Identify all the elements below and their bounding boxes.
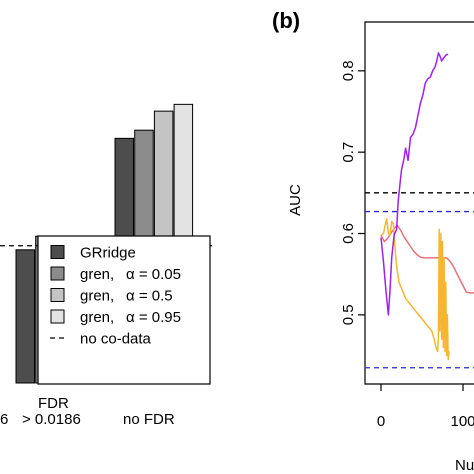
- category-labels: 6 FDR> 0.0186 no FDR: [0, 395, 175, 428]
- y-tick-label: 0.8: [340, 60, 357, 81]
- x-tick-label: 0: [377, 413, 385, 430]
- series-line: [380, 218, 450, 361]
- legend-alpha-label: α = 0.95: [126, 309, 181, 326]
- category-tick-label: 6: [0, 411, 8, 428]
- legend-alpha-label: α = 0.05: [126, 266, 181, 283]
- legend-swatch: [50, 266, 65, 281]
- y-axis-label: AUC: [287, 184, 304, 216]
- line-chart-panel: (b) AUC Nu 0.5 0.6 0.7 0.8 0 100: [272, 8, 474, 474]
- legend-label: gren,: [80, 266, 114, 283]
- x-axis-label: Nu: [455, 457, 474, 474]
- legend-swatch: [50, 288, 65, 302]
- category-tick-label: FDR: [38, 395, 69, 412]
- x-tick-label: 100: [450, 413, 474, 430]
- series-line: [380, 224, 474, 294]
- legend-label: gren,: [80, 288, 114, 305]
- legend-label: no co-data: [80, 331, 152, 348]
- legend: GRridge gren, α = 0.05 gren, α = 0.5 gren, α =…: [37, 235, 211, 385]
- reference-lines: [365, 192, 474, 369]
- series-line: [380, 52, 449, 316]
- y-tick-label: 0.7: [340, 142, 357, 163]
- axes: 0.5 0.6 0.7 0.8 0 100: [340, 21, 474, 430]
- line-series-group: [380, 52, 474, 361]
- panel-label: (b): [272, 8, 300, 33]
- legend-swatch: [50, 245, 65, 259]
- legend-label: gren,: [80, 309, 114, 326]
- y-tick-label: 0.6: [340, 223, 357, 244]
- legend-box: [37, 235, 211, 385]
- legend-alpha-label: α = 0.5: [126, 288, 173, 305]
- legend-label: GRridge: [80, 245, 136, 262]
- plot-frame: [364, 21, 474, 385]
- bar-chart-panel: 6 FDR> 0.0186 no FDR GRridge gren, α = 0.05 g…: [0, 103, 212, 428]
- category-tick-label: no FDR: [123, 411, 175, 428]
- legend-swatch: [50, 309, 65, 324]
- y-tick-label: 0.5: [340, 304, 357, 325]
- category-tick-label: > 0.0186: [22, 411, 81, 428]
- bar-grridge-0: [15, 249, 35, 384]
